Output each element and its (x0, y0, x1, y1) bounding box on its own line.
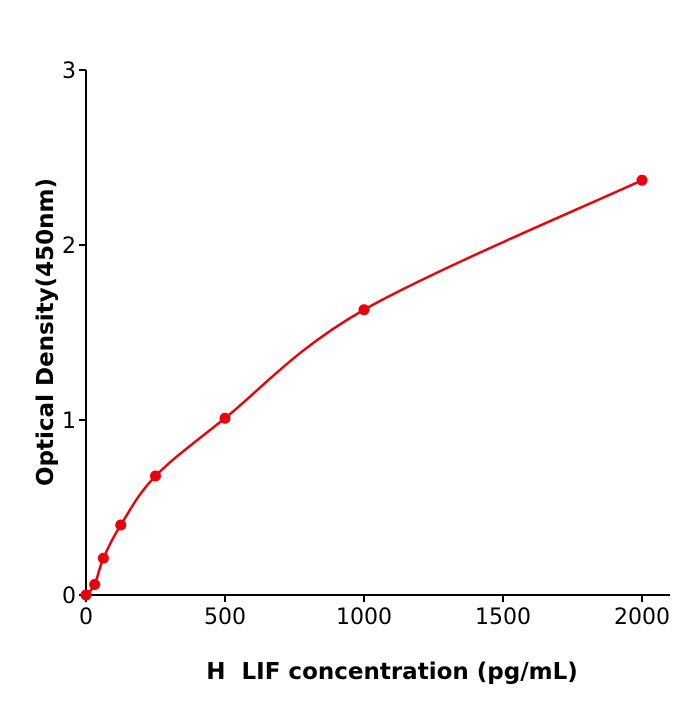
y-tick-label: 2 (62, 234, 76, 259)
data-point (150, 470, 161, 482)
y-tick-label: 0 (62, 584, 76, 609)
data-point (219, 412, 231, 424)
fit-curve (85, 179, 643, 596)
data-point (80, 589, 92, 601)
x-tick-label: 1000 (336, 605, 392, 630)
x-tick-label: 2000 (614, 605, 670, 630)
data-points (80, 174, 648, 601)
y-tick-label: 3 (62, 59, 76, 84)
x-tick-label: 500 (204, 605, 246, 630)
data-point (115, 519, 127, 531)
x-axis-label: H LIF concentration (pg/mL) (206, 659, 578, 685)
x-tick-label: 1500 (475, 605, 531, 630)
data-point (97, 552, 109, 564)
y-axis-label: Optical Density(450nm) (33, 178, 59, 486)
data-point (89, 579, 101, 590)
axes: 0 500 1000 1500 2000 0 1 2 3 (62, 59, 670, 630)
x-tick-label: 0 (79, 605, 93, 630)
data-point (358, 304, 370, 316)
data-point (636, 174, 648, 186)
y-tick-label: 1 (62, 409, 76, 434)
